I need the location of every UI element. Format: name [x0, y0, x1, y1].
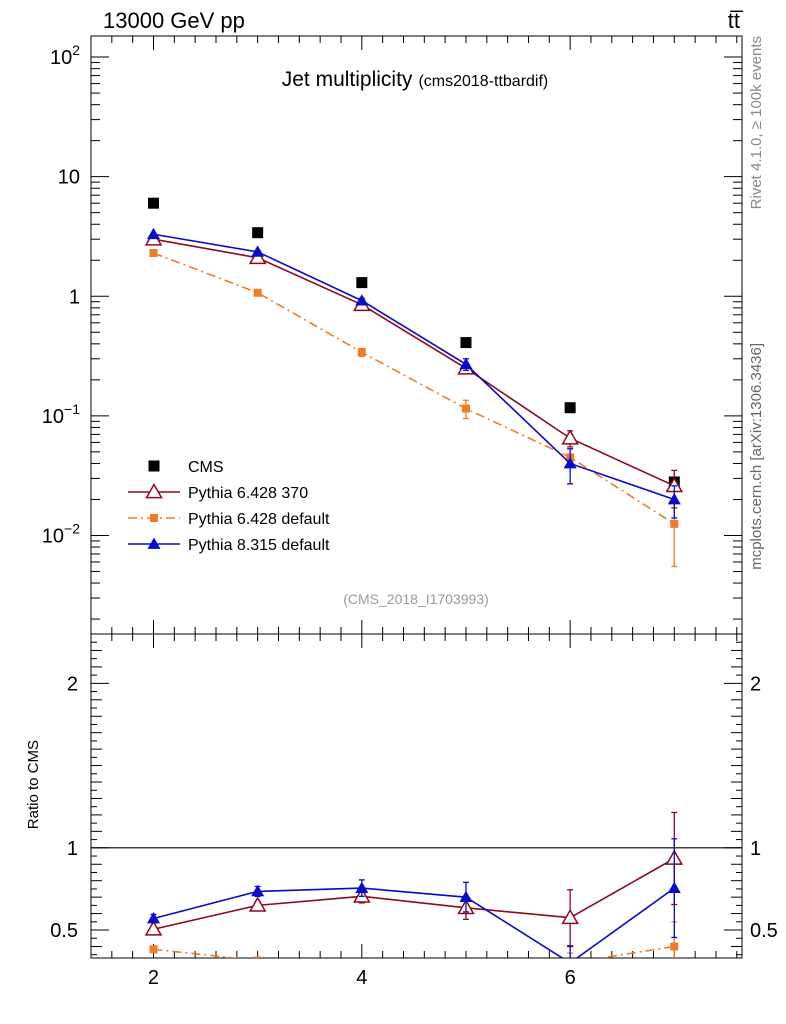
ratio-point-pythia-8-315-default: [569, 956, 572, 958]
legend-marker: [145, 482, 163, 499]
y-tick-label: 10−1: [42, 401, 80, 428]
ratio-point-pythia-6-428-default: [670, 942, 679, 951]
axis-tick-labels: 2 4 6 102 10 1 10−1 10−2 2 2 1 1 0.5 0.5: [42, 42, 778, 989]
plot-title-sub: (cms2018-ttbardif): [418, 73, 548, 90]
plot-title-main: Jet multiplicity: [282, 68, 413, 91]
legend-marker: [150, 514, 158, 522]
data-point-pythia-8-315-default: [667, 492, 681, 505]
legend-entry-pythia-8-315-default: Pythia 8.315 default: [128, 537, 330, 554]
y-tick-label: 1: [69, 286, 80, 308]
data-point-pythia-8-315-default: [355, 294, 369, 306]
ratio-point-pythia-6-428-370: [561, 908, 579, 925]
legend-entry-cms: CMS: [148, 459, 224, 476]
ratio-series-pythia-6-428-default: [149, 921, 679, 970]
series-pythia-6-428-370: [144, 230, 684, 509]
legend-label: Pythia 6.428 default: [188, 511, 330, 528]
ratio-point-pythia-6-428-default: [462, 962, 470, 970]
data-point-pythia-6-428-default: [461, 404, 470, 413]
ratio-line-pythia-6-428-370: [153, 857, 675, 930]
data-point-pythia-8-315-default: [459, 357, 473, 370]
analysis-id-label: (CMS_2018_I1703993): [343, 591, 489, 607]
data-point-pythia-8-315-default: [563, 456, 577, 469]
main-plot-series: [144, 197, 684, 568]
process-label: tt̅: [728, 8, 744, 33]
plot-title: Jet multiplicity (cms2018-ttbardif): [282, 68, 549, 91]
ratio-series-pythia-8-315-default: [146, 838, 681, 958]
ratio-plot-frame: [90, 633, 743, 959]
x-tick-label: 4: [356, 967, 367, 989]
data-point-cms: [356, 277, 368, 289]
x-tick-label: 6: [565, 967, 576, 989]
data-point-pythia-6-428-370: [248, 248, 267, 265]
ratio-point-pythia-6-428-default: [149, 945, 158, 954]
ratio-point-pythia-6-428-370: [144, 920, 163, 936]
ratio-y-tick-label: 2: [67, 673, 78, 695]
y-tick-label: 102: [50, 42, 80, 69]
series-pythia-8-315-default: [146, 227, 681, 519]
mcplots-source-label: mcplots.cern.ch [arXiv:1306.3436]: [748, 343, 765, 570]
ratio-line-pythia-8-315-default: [153, 887, 675, 958]
ratio-point-pythia-8-315-default: [146, 912, 160, 924]
legend-marker: [148, 460, 160, 472]
data-point-pythia-6-428-default: [253, 288, 262, 297]
data-point-pythia-6-428-default: [357, 348, 366, 357]
legend-label: Pythia 6.428 370: [188, 485, 308, 502]
series-cms: [147, 197, 680, 488]
ratio-y-tick-label: 0.5: [50, 920, 78, 942]
ratio-point-pythia-6-428-370: [248, 896, 267, 912]
energy-label: 13000 GeV pp: [103, 8, 245, 33]
data-point-pythia-6-428-default: [149, 248, 158, 257]
ratio-point-pythia-8-315-default: [355, 881, 369, 893]
ratio-point-pythia-8-315-default: [459, 890, 473, 903]
ratio-y-tick-label-right: 2: [750, 673, 761, 695]
ratio-series-pythia-6-428-370: [144, 811, 684, 947]
ratio-y-tick-label-right: 0.5: [750, 920, 778, 942]
ratio-plot-series: [91, 811, 742, 970]
y-tick-label: 10−2: [42, 520, 80, 547]
legend-marker: [147, 537, 161, 549]
ratio-point-pythia-6-428-default: [566, 959, 574, 967]
data-point-cms: [460, 337, 472, 349]
data-point-pythia-8-315-default: [251, 245, 265, 257]
ratio-axis-label: Ratio to CMS: [25, 740, 42, 829]
y-tick-label: 10: [58, 167, 80, 189]
data-point-cms: [147, 197, 159, 209]
ratio-point-pythia-8-315-default: [667, 881, 681, 893]
x-tick-label: 2: [148, 967, 159, 989]
data-point-pythia-8-315-default: [146, 227, 160, 240]
data-point-cms: [252, 227, 264, 239]
data-point-cms: [564, 402, 576, 414]
legend-label: CMS: [188, 459, 224, 476]
data-point-pythia-6-428-370: [561, 429, 579, 445]
series-line-pythia-6-428-370: [153, 238, 675, 487]
ratio-point-pythia-6-428-default: [253, 956, 262, 958]
ratio-y-tick-label-right: 1: [750, 838, 761, 860]
legend: CMS Pythia 6.428 370 Pythia 6.428 default P…: [128, 459, 330, 554]
ratio-point-pythia-8-315-default: [251, 884, 265, 897]
series-line-pythia-6-428-default: [153, 252, 675, 525]
series-line-pythia-8-315-default: [153, 233, 675, 501]
legend-entry-pythia-6-428-default: Pythia 6.428 default: [128, 511, 330, 528]
legend-entry-pythia-6-428-370: Pythia 6.428 370: [128, 482, 308, 502]
ratio-y-tick-label: 1: [67, 838, 78, 860]
data-point-pythia-6-428-default: [670, 519, 679, 528]
legend-label: Pythia 8.315 default: [188, 537, 330, 554]
rivet-version-label: Rivet 4.1.0, ≥ 100k events: [748, 36, 765, 209]
